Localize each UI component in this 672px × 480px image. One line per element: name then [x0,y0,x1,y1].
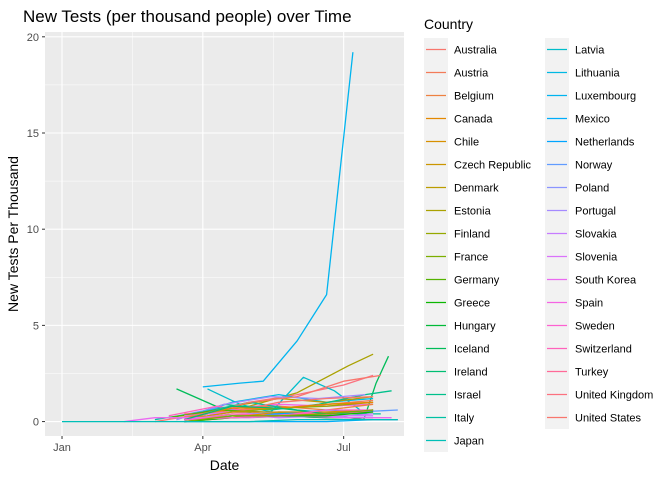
legend-label: Norway [575,160,613,172]
legend-title: Country [424,16,473,32]
legend-label: Italy [454,413,475,425]
x-tick-label: Apr [194,442,211,454]
legend-label: Mexico [575,114,610,126]
legend-label: Iceland [454,344,489,356]
series-line-luxembourg [202,52,354,388]
legend-label: Spain [575,298,603,310]
legend-label: Lithuania [575,68,621,80]
legend-label: Denmark [454,183,499,195]
legend-label: Israel [454,390,481,402]
legend-label: France [454,252,488,264]
legend-label: Estonia [454,206,492,218]
legend-label: Slovenia [575,252,618,264]
legend-label: South Korea [575,275,637,287]
legend-item: United States [545,406,642,429]
legend-item: Australia [424,38,498,61]
legend-label: Turkey [575,367,609,379]
legend-item: Czech Republic [424,153,532,176]
legend-item: Latvia [545,38,605,61]
legend-item: Spain [545,291,603,314]
legend-label: Luxembourg [575,91,636,103]
legend-item: United Kingdom [545,383,653,406]
legend-label: Slovakia [575,229,617,241]
x-tick-label: Jul [337,442,351,454]
legend-item: Turkey [545,360,609,383]
legend-label: Netherlands [575,137,635,149]
legend-label: Belgium [454,91,494,103]
legend-label: Chile [454,137,479,149]
legend-label: Switzerland [575,344,632,356]
legend-item: Poland [545,176,609,199]
series-lines [62,52,398,423]
y-tick-label: 0 [33,417,39,429]
legend-label: United Kingdom [575,390,653,402]
legend-label: Sweden [575,321,615,333]
legend-item: Mexico [545,107,610,130]
x-axis-label: Date [210,457,240,473]
legend-label: Ireland [454,367,488,379]
legend-item: Norway [545,153,613,176]
legend-item: Netherlands [545,130,635,153]
legend-label: Australia [454,45,498,57]
y-axis-ticks: 0 5 10 15 20 [27,32,45,429]
series-line-slovakia [184,413,374,421]
legend-label: United States [575,413,642,425]
legend-label: Hungary [454,321,496,333]
legend-item: Switzerland [545,337,632,360]
legend-item: Lithuania [545,61,621,84]
legend-item: Israel [424,383,481,406]
legend-item: Estonia [424,199,492,222]
legend-item: Austria [424,61,489,84]
legend-item: Luxembourg [545,84,636,107]
legend-item: Ireland [424,360,488,383]
legend-label: Japan [454,436,484,448]
legend-label: Greece [454,298,490,310]
legend-item: Greece [424,291,490,314]
legend-label: Latvia [575,45,605,57]
series-line-united-states [154,374,381,423]
legend-label: Austria [454,68,489,80]
legend-item: South Korea [545,268,637,291]
legend-item: France [424,245,488,268]
series-line-japan [62,418,398,423]
legend-item: Iceland [424,337,489,360]
y-tick-label: 5 [33,320,39,332]
legend-label: Portugal [575,206,616,218]
y-tick-label: 10 [27,224,39,236]
legend: Country Australia Austria Belgium Canada Chi… [424,16,653,452]
plot-panel [45,32,404,436]
x-tick-label: Jan [53,442,71,454]
legend-item: Slovenia [545,245,618,268]
legend-label: Czech Republic [454,160,532,172]
legend-label: Germany [454,275,500,287]
x-axis-ticks: Jan Apr Jul [53,436,351,454]
series-line-south-korea [123,415,392,423]
legend-item: Germany [424,268,500,291]
legend-item: Finland [424,222,490,245]
legend-item: Japan [424,429,484,452]
y-tick-label: 15 [27,128,39,140]
legend-item: Sweden [545,314,615,337]
legend-item: Canada [424,107,493,130]
legend-item: Portugal [545,199,616,222]
legend-label: Poland [575,183,609,195]
legend-item: Italy [424,406,475,429]
legend-item: Chile [424,130,479,153]
legend-label: Canada [454,114,493,126]
legend-item: Slovakia [545,222,617,245]
legend-item: Denmark [424,176,499,199]
y-axis-label: New Tests Per Thousand [5,156,21,312]
legend-item: Belgium [424,84,494,107]
chart-title: New Tests (per thousand people) over Tim… [23,7,352,26]
legend-label: Finland [454,229,490,241]
legend-item: Hungary [424,314,496,337]
series-line-france [184,409,374,423]
y-tick-label: 20 [27,32,39,44]
